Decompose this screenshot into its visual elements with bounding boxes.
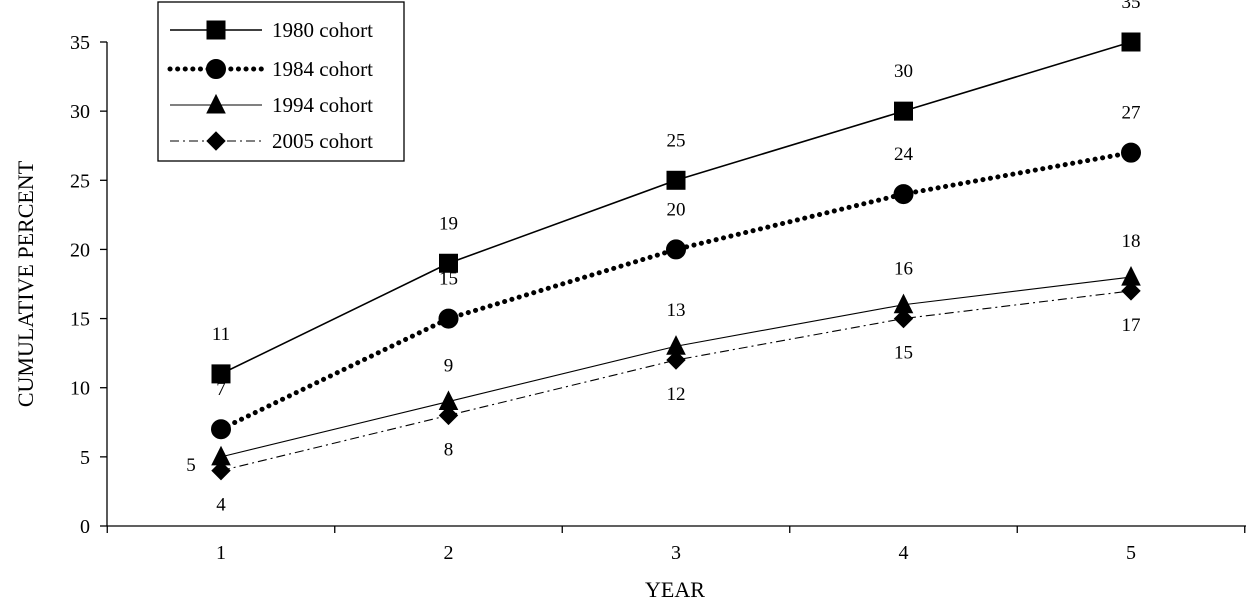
data-label: 13 [667, 300, 686, 321]
data-label: 25 [667, 130, 686, 151]
y-tick-label: 30 [70, 101, 90, 123]
data-point [438, 405, 459, 426]
data-labels: 11 19 25 30 35 7 15 20 24 27 5 9 13 16 18 4 8 12 15 17 [186, 0, 1140, 516]
data-point [1121, 281, 1141, 301]
x-tick-label: 4 [899, 542, 909, 564]
y-tick-label: 10 [70, 378, 90, 400]
data-label: 15 [439, 269, 458, 290]
x-tick-label: 5 [1126, 542, 1136, 564]
legend-label: 2005 cohort [272, 129, 373, 153]
x-tick-label: 1 [216, 542, 226, 564]
series-line-2 [218, 150, 1134, 432]
data-point [666, 239, 686, 260]
data-point [211, 460, 231, 481]
data-label: 8 [444, 439, 454, 460]
data-point [666, 170, 686, 190]
x-axis-title: YEAR [645, 577, 705, 602]
data-label: 30 [894, 61, 913, 82]
data-label: 5 [186, 455, 196, 476]
data-label: 15 [894, 343, 913, 364]
data-label: 4 [216, 495, 226, 516]
data-point [894, 101, 913, 121]
data-point [1121, 142, 1141, 163]
data-point [893, 184, 914, 205]
y-axis-ticks: 0 5 10 15 20 25 30 35 [70, 32, 107, 538]
data-label: 16 [894, 259, 913, 280]
y-axis-title: CUMULATIVE PERCENT [13, 160, 38, 407]
data-label: 18 [1122, 231, 1141, 252]
series-markers-1 [211, 32, 1141, 384]
y-tick-label: 5 [80, 447, 90, 469]
legend-marker [206, 20, 226, 40]
y-tick-label: 0 [80, 516, 90, 538]
legend-marker [206, 131, 226, 151]
data-point [211, 419, 231, 440]
x-tick-label: 2 [444, 542, 454, 564]
y-tick-label: 20 [70, 239, 90, 261]
x-axis-ticks: 1 2 3 4 5 [106, 526, 1246, 564]
data-point [439, 253, 458, 273]
data-label: 11 [212, 324, 230, 345]
data-label: 35 [1122, 0, 1141, 13]
data-label: 24 [894, 144, 914, 165]
y-tick-label: 25 [70, 170, 90, 192]
data-point [893, 308, 914, 329]
y-tick-label: 35 [70, 32, 90, 54]
series-layer [211, 32, 1141, 481]
data-label: 17 [1122, 315, 1141, 336]
data-label: 12 [667, 384, 686, 405]
axes [106, 42, 1246, 527]
data-point [1121, 32, 1141, 52]
data-label: 27 [1122, 103, 1141, 124]
data-point [438, 308, 459, 329]
data-label: 9 [444, 356, 454, 377]
legend-marker [206, 59, 226, 79]
data-label: 7 [216, 379, 226, 400]
series-markers-2 [211, 142, 1141, 440]
x-tick-label: 3 [671, 542, 681, 564]
legend-label: 1994 cohort [272, 93, 373, 117]
legend-label: 1984 cohort [272, 57, 373, 81]
legend-box [157, 1, 405, 162]
data-label: 20 [667, 199, 686, 220]
data-point [666, 350, 686, 370]
legend: 1980 cohort 1984 cohort 1994 cohort 2005 co… [157, 1, 405, 162]
series-markers-4 [211, 281, 1141, 481]
series-line-4 [220, 290, 1132, 472]
y-tick-label: 15 [70, 309, 90, 331]
data-point [211, 364, 231, 384]
legend-label: 1980 cohort [272, 18, 373, 42]
legend-marker [206, 93, 226, 114]
data-label: 19 [439, 213, 458, 234]
